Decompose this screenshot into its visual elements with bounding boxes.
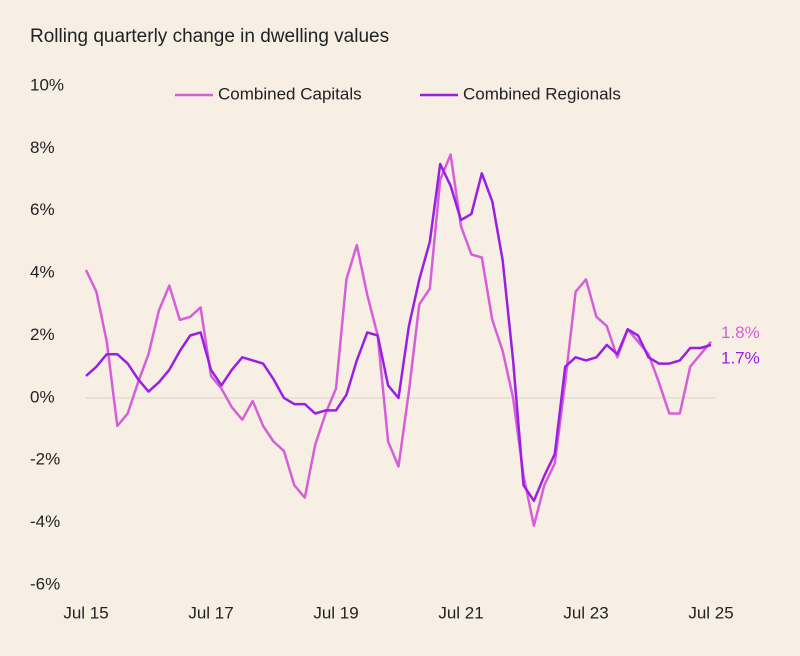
y-tick-label: 10% <box>30 75 64 94</box>
y-tick-label: 6% <box>30 200 55 219</box>
x-tick-label: Jul 23 <box>563 603 608 622</box>
y-tick-label: -4% <box>30 512 60 531</box>
legend-label: Combined Capitals <box>218 84 362 103</box>
value-label: 1.8% <box>721 323 760 342</box>
y-tick-label: 0% <box>30 387 55 406</box>
x-tick-label: Jul 17 <box>188 603 233 622</box>
y-tick-label: 2% <box>30 325 55 344</box>
y-tick-label: -6% <box>30 574 60 593</box>
x-tick-label: Jul 19 <box>313 603 358 622</box>
legend-label: Combined Regionals <box>463 84 621 103</box>
y-tick-label: -2% <box>30 450 60 469</box>
x-tick-label: Jul 15 <box>63 603 108 622</box>
x-tick-label: Jul 25 <box>688 603 733 622</box>
series-line <box>84 153 712 527</box>
x-tick-label: Jul 21 <box>438 603 483 622</box>
y-tick-label: 4% <box>30 263 55 282</box>
value-label: 1.7% <box>721 348 760 367</box>
series-line <box>85 162 712 503</box>
chart-title: Rolling quarterly change in dwelling val… <box>30 26 389 47</box>
y-tick-label: 8% <box>30 138 55 157</box>
